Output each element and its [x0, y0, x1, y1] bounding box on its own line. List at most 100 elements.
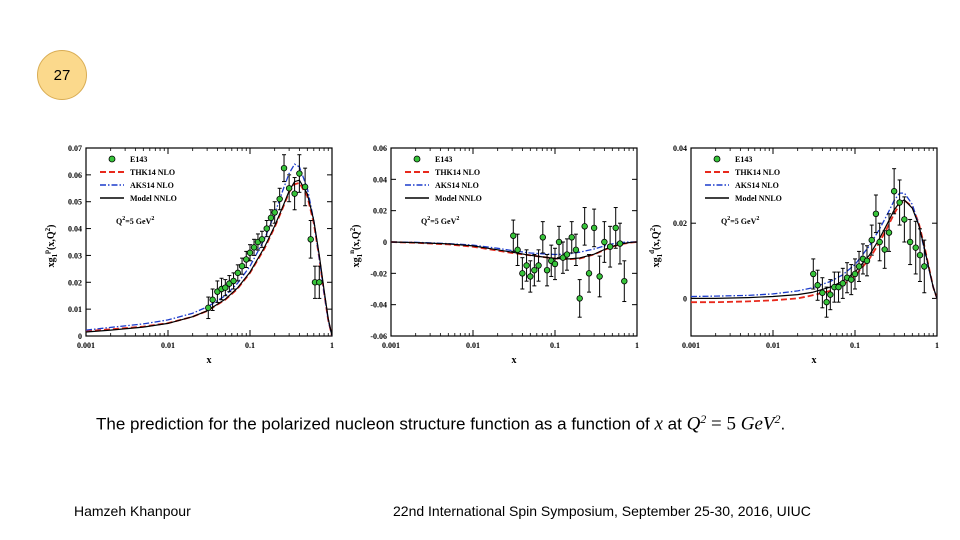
data-point [839, 280, 847, 287]
plot-frame [390, 147, 638, 337]
data-point [823, 298, 830, 306]
curve-model-nnlo [391, 241, 637, 260]
q2-annotation-sup: 2 [427, 216, 430, 222]
data-point [531, 266, 538, 274]
data-point [296, 170, 303, 177]
q2-annotation: Q2=5 GeV2 [721, 216, 759, 226]
chart-proton-svg: 0 0.01 0.02 0.03 0.04 0.05 0.06 0.07 0.001 0.01 0.… [43, 144, 334, 366]
y-tick-label: -0.04 [370, 301, 387, 310]
y-axis-label-close: ) [651, 225, 662, 228]
y-tick-label: 0.02 [68, 278, 82, 287]
legend-label: E143 [735, 155, 752, 164]
legend-label: E143 [130, 155, 147, 164]
data-point [527, 273, 534, 280]
x-tick-label: 0.1 [850, 341, 860, 350]
data-point [872, 210, 880, 217]
x-tick-label: 0.001 [382, 341, 400, 350]
slide-number-badge: 27 [37, 50, 87, 100]
data-point [572, 246, 580, 254]
data-point [535, 262, 542, 269]
legend-label: THK14 NLO [130, 168, 175, 177]
chart-deuteron-svg: 00.020.040.001 0.01 0.1 1xxg1d(x,Q2)E143THK… [648, 144, 939, 366]
q2-annotation-tail: =5 GeV [430, 217, 456, 226]
caption-math-q: Q [686, 413, 701, 435]
y-tick-label: 0 [78, 332, 82, 341]
data-point [568, 234, 575, 241]
y-axis-label-sup: n [348, 250, 356, 254]
y-tick-label: 0.02 [673, 219, 687, 228]
data-point [581, 223, 588, 230]
legend-label: AKS14 NLO [735, 181, 779, 190]
y-axis-label-tail: (x,Q [46, 231, 57, 250]
y-tick-label: 0.06 [373, 144, 387, 153]
chart-deuteron: 0 0.02 0.04 0.001 0.01 0.1 1 x xg1d(x,Q2) E143 THK… [645, 138, 945, 370]
data-point [810, 270, 817, 278]
data-point [596, 273, 603, 280]
chart-neutron: -0.06 -0.04 -0.02 0 0.02 0.04 0.06 0.001 0.01 0.1… [345, 138, 645, 370]
y-tick-label: 0 [683, 294, 687, 303]
x-tick-label: 1 [635, 341, 639, 350]
data-point [510, 232, 517, 239]
legend-label: Model NNLO [735, 194, 782, 203]
footer-author: Hamzeh Khanpour [74, 503, 191, 519]
x-tick-label: 1 [330, 341, 334, 350]
data-point [916, 251, 924, 259]
data-point [291, 190, 298, 197]
y-tick-label: -0.06 [370, 332, 387, 341]
y-axis-label: xg1n(x,Q2) [348, 225, 364, 268]
q2-annotation-main: Q [116, 217, 122, 226]
y-axis-label-close: ) [46, 225, 57, 228]
x-tick-label: 0.001 [682, 341, 700, 350]
data-point [885, 229, 893, 236]
q2-annotation-sup: 2 [122, 216, 125, 222]
y-axis-label-main: xg [46, 257, 57, 267]
x-tick-label: 0.01 [466, 341, 480, 350]
data-point [258, 236, 266, 243]
y-tick-label: 0.07 [68, 144, 82, 153]
q2-annotation-tail-sup: 2 [456, 216, 459, 222]
y-axis-label-main: xg [651, 257, 662, 267]
data-point [606, 243, 614, 250]
data-point [868, 236, 875, 244]
q2-annotation-tail-sup: 2 [151, 216, 154, 222]
x-tick-label: 0.001 [77, 341, 95, 350]
y-axis-label: xg1d(x,Q2) [648, 225, 664, 268]
legend-label: THK14 NLO [435, 168, 480, 177]
q2-annotation: Q2=5 GeV2 [116, 216, 154, 226]
y-tick-label: 0.03 [68, 251, 82, 260]
q2-annotation-tail: =5 GeV [730, 217, 756, 226]
data-point [848, 276, 855, 283]
legend-marker-e143 [713, 155, 721, 163]
data-point [590, 224, 598, 232]
y-tick-label: 0 [383, 238, 387, 247]
data-point [222, 284, 229, 291]
data-point [576, 295, 583, 302]
data-point [621, 277, 628, 285]
x-axis-label: x [207, 355, 212, 366]
legend-label: Model NNLO [130, 194, 177, 203]
curve-model-nnlo [86, 179, 332, 336]
data-point [514, 246, 521, 254]
figure-caption: The prediction for the polarized nucleon… [96, 412, 785, 436]
legend-label: AKS14 NLO [435, 181, 479, 190]
q2-annotation-main: Q [421, 217, 427, 226]
plot-frame [690, 147, 938, 337]
chart-neutron-svg: -0.06 -0.04 -0.02 0 0.02 0.04 0.06 0.001 0.01 0.1… [348, 144, 639, 366]
y-axis-label-sub: 1 [356, 253, 364, 257]
data-point [539, 234, 547, 241]
y-axis-label-tail: (x,Q [651, 231, 662, 250]
y-axis-label-tail-sup: 2 [44, 227, 52, 231]
caption-text-end: . [780, 414, 786, 434]
data-point [280, 164, 288, 172]
plot-frame [85, 147, 333, 337]
q2-annotation-tail: =5 GeV [125, 217, 151, 226]
data-point [543, 266, 551, 274]
y-tick-label: 0.01 [68, 305, 82, 314]
y-tick-label: 0.04 [68, 225, 82, 234]
data-point [616, 240, 624, 247]
data-point [901, 216, 908, 223]
data-point [267, 214, 275, 222]
caption-math-x: x [654, 413, 663, 435]
data-point [835, 283, 842, 291]
x-tick-label: 0.01 [161, 341, 175, 350]
